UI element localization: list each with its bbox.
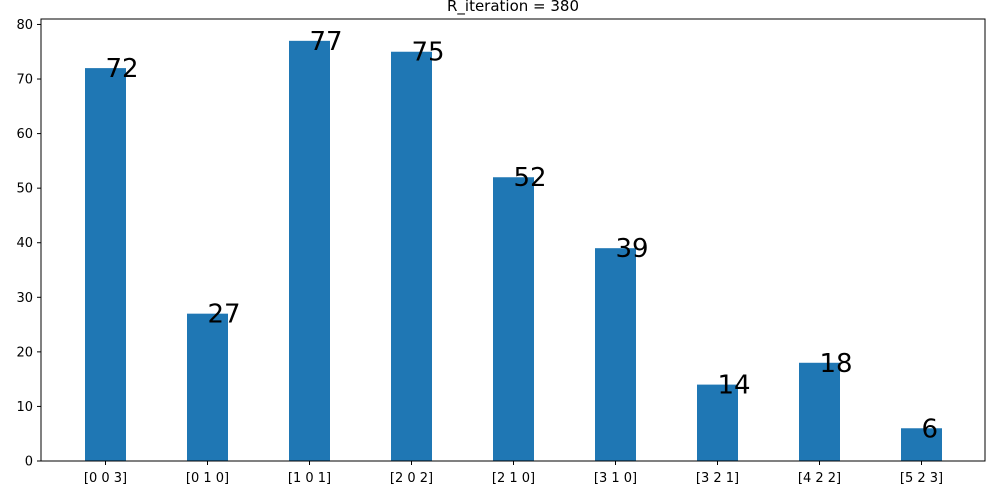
- data-label-4: 52: [514, 163, 547, 193]
- y-tick-label-3: 30: [16, 291, 33, 306]
- y-tick-label-8: 80: [16, 18, 33, 33]
- x-tick-label-5: [3 1 0]: [594, 471, 637, 486]
- bar-2: [289, 40, 330, 462]
- bar-7: [799, 362, 840, 461]
- y-axis: 0 10 20 30 40 50 60 70 80: [16, 18, 41, 470]
- y-tick-label-6: 60: [16, 127, 33, 142]
- bar-0: [85, 68, 126, 461]
- x-tick-label-8: [5 2 3]: [900, 471, 943, 486]
- data-label-7: 18: [820, 349, 853, 379]
- x-tick-label-2: [1 0 1]: [288, 471, 331, 486]
- bar-4: [493, 177, 534, 461]
- y-tick-label-2: 20: [16, 345, 33, 360]
- data-labels-group: 72 27 77 75 52 39 14 18 6: [106, 27, 939, 444]
- y-tick-label-4: 40: [16, 236, 33, 251]
- data-label-5: 39: [616, 234, 649, 264]
- x-tick-label-1: [0 1 0]: [186, 471, 229, 486]
- y-tick-label-1: 10: [16, 400, 33, 415]
- bars-group: [85, 40, 942, 462]
- x-tick-label-6: [3 2 1]: [696, 471, 739, 486]
- x-tick-label-0: [0 0 3]: [84, 471, 127, 486]
- plot-frame: [40, 18, 986, 462]
- y-tick-label-0: 0: [25, 455, 33, 470]
- bar-6: [697, 384, 738, 461]
- chart-title: R_iteration = 380: [447, 0, 579, 16]
- data-label-8: 6: [922, 414, 939, 444]
- data-label-3: 75: [412, 38, 445, 68]
- data-label-1: 27: [208, 300, 241, 330]
- bar-8: [901, 428, 942, 461]
- y-tick-label-7: 70: [16, 73, 33, 88]
- x-tick-label-3: [2 0 2]: [390, 471, 433, 486]
- bar-1: [187, 313, 228, 461]
- x-tick-label-7: [4 2 2]: [798, 471, 841, 486]
- y-tick-label-5: 50: [16, 182, 33, 197]
- x-axis: [0 0 3] [0 1 0] [1 0 1] [2 0 2] [2 1 0] [3 1 …: [84, 461, 943, 486]
- x-tick-label-4: [2 1 0]: [492, 471, 535, 486]
- bar-3: [391, 51, 432, 461]
- data-label-0: 72: [106, 54, 139, 84]
- data-label-2: 77: [310, 27, 343, 57]
- data-label-6: 14: [718, 371, 751, 401]
- bar-5: [595, 248, 636, 461]
